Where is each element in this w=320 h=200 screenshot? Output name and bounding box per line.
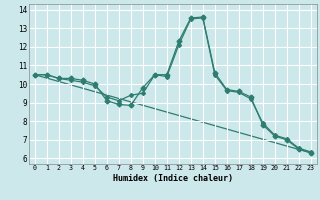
- X-axis label: Humidex (Indice chaleur): Humidex (Indice chaleur): [113, 174, 233, 183]
